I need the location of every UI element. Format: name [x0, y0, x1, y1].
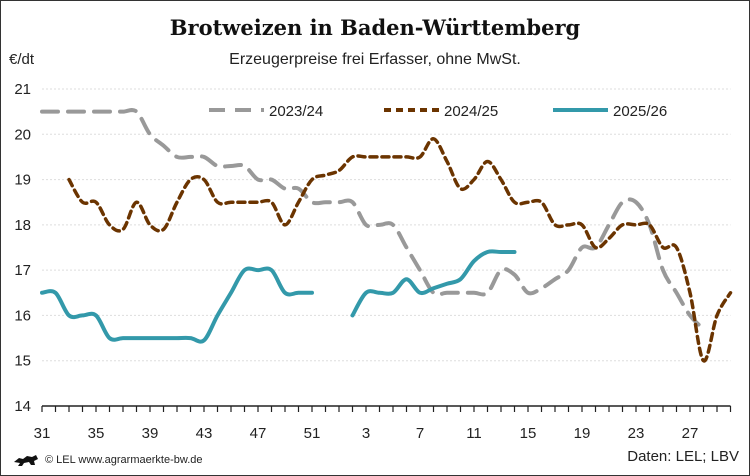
- y-tick-label: 17: [14, 262, 31, 279]
- x-tick-label: 11: [466, 425, 482, 442]
- data-source: Daten: LEL; LBV: [627, 448, 739, 465]
- x-tick-label: 3: [362, 425, 370, 442]
- x-tick-label: 19: [574, 425, 591, 442]
- x-tick-label: 23: [628, 425, 645, 442]
- y-tick-label: 19: [14, 172, 31, 189]
- x-tick-label: 39: [142, 425, 159, 442]
- x-tick-label: 31: [34, 425, 51, 442]
- y-tick-label: 14: [14, 398, 31, 415]
- series-line-2025-26: [350, 249, 517, 318]
- y-tick-label: 21: [14, 81, 31, 98]
- legend-label: 2023/24: [269, 103, 323, 120]
- lion-logo-icon: [14, 455, 38, 466]
- series-line-2023-24: [40, 107, 706, 332]
- x-tick-label: 7: [416, 425, 424, 442]
- series-line-2024-25: [67, 137, 733, 363]
- y-tick-label: 15: [14, 353, 31, 370]
- x-tick-label: 35: [88, 425, 105, 442]
- legend-label: 2025/26: [613, 103, 667, 120]
- x-tick-label: 47: [250, 425, 267, 442]
- y-tick-label: 20: [14, 126, 31, 143]
- legend-label: 2024/25: [444, 103, 498, 120]
- x-tick-label: 27: [682, 425, 699, 442]
- y-tick-label: 18: [14, 217, 31, 234]
- footer-credit: © LEL www.agrarmaerkte-bw.de: [13, 453, 203, 467]
- chart-subtitle: Erzeugerpreise frei Erfasser, ohne MwSt.: [229, 51, 521, 68]
- x-tick-label: 15: [520, 425, 537, 442]
- y-axis-unit: €/dt: [9, 51, 35, 68]
- x-tick-label: 51: [304, 425, 321, 442]
- chart-title: Brotweizen in Baden-Württemberg: [169, 15, 581, 40]
- x-tick-label: 43: [196, 425, 213, 442]
- series-line-2025-26: [40, 266, 314, 344]
- copyright-text: © LEL www.agrarmaerkte-bw.de: [45, 454, 203, 466]
- y-tick-label: 16: [14, 307, 31, 324]
